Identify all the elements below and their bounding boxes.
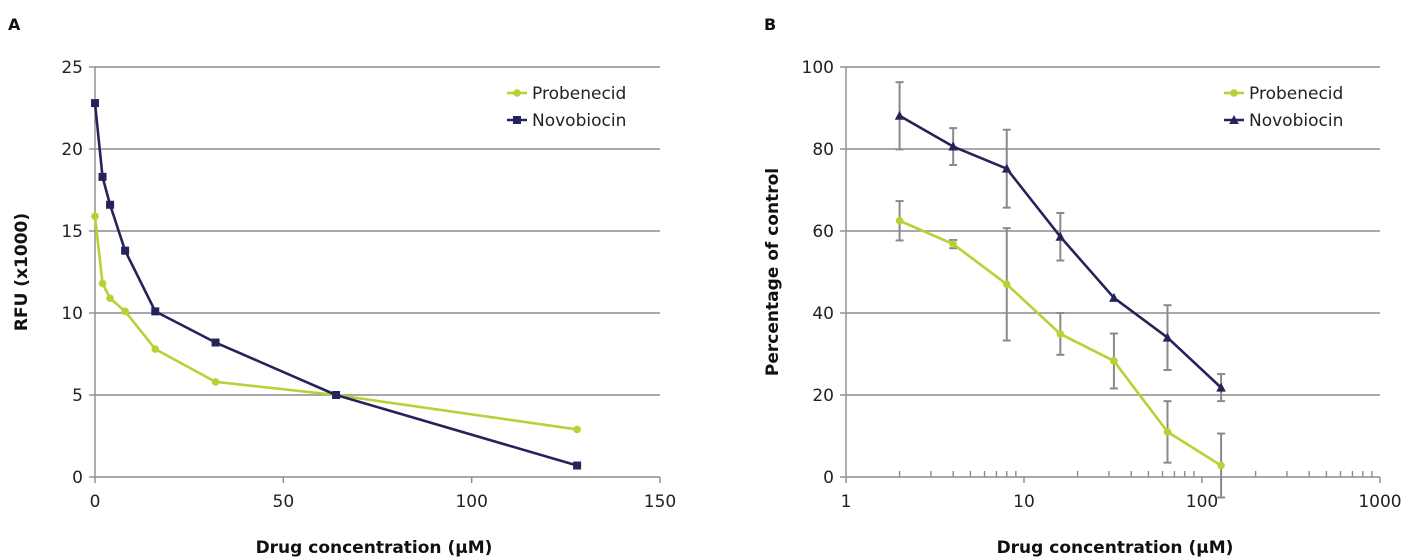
data-point-probenecid (949, 240, 957, 248)
legend-marker-probenecid (1230, 89, 1238, 97)
data-point-novobiocin (211, 338, 220, 347)
data-point-probenecid (211, 378, 220, 386)
chart-a-gridlines (95, 66, 660, 396)
x-tick-label: 1 (841, 492, 852, 512)
chart-panel-b: B 0 20 40 60 80 100 1 10 100 1000 Drug concentrat… (763, 15, 1402, 558)
x-tick-label: 0 (90, 492, 101, 512)
y-tick-label: 80 (812, 140, 834, 160)
data-point-probenecid (98, 279, 107, 288)
chart-b-gridlines (846, 66, 1380, 396)
legend-marker-novobiocin (513, 116, 521, 124)
data-point-probenecid (1056, 330, 1065, 338)
x-tick-label: 50 (273, 492, 295, 512)
y-tick-label: 60 (812, 222, 834, 242)
chart-b-x-axis-label: Drug concentration (µM) (997, 538, 1234, 558)
data-point-novobiocin (1216, 382, 1226, 392)
chart-a-axes (89, 66, 661, 483)
legend-marker-probenecid (513, 89, 521, 97)
chart-b-series (894, 81, 1226, 499)
data-point-novobiocin (1001, 163, 1012, 173)
y-tick-label: 40 (812, 304, 834, 324)
data-point-probenecid (121, 307, 129, 316)
data-point-probenecid (91, 212, 99, 221)
data-point-novobiocin (106, 200, 115, 209)
chart-a-legend: Probenecid Novobiocin (507, 84, 626, 131)
chart-a-tick-labels: 0 5 10 15 20 25 0 50 100 150 (61, 58, 676, 512)
data-point-probenecid (1217, 461, 1225, 470)
data-point-novobiocin (573, 461, 582, 470)
legend-label-probenecid: Probenecid (1249, 84, 1343, 104)
data-point-probenecid (1163, 428, 1172, 436)
data-point-probenecid (1002, 280, 1011, 289)
chart-b-tick-labels: 0 20 40 60 80 100 1 10 100 1000 (802, 58, 1402, 512)
data-point-novobiocin (332, 391, 341, 399)
data-point-novobiocin (1109, 292, 1119, 302)
chart-b-y-axis-label: Percentage of control (763, 168, 783, 376)
chart-panel-a: A 0 5 10 15 20 25 0 50 100 150 Drug concentration… (8, 15, 676, 558)
x-tick-label: 100 (1186, 492, 1218, 512)
y-tick-label: 0 (823, 468, 834, 488)
chart-a-y-axis-label: RFU (x1000) (12, 213, 32, 331)
y-tick-label: 10 (61, 304, 83, 324)
y-tick-label: 15 (61, 222, 83, 242)
y-tick-label: 20 (61, 140, 83, 160)
legend-label-novobiocin: Novobiocin (532, 111, 626, 131)
data-point-novobiocin (948, 141, 958, 151)
x-tick-label: 1000 (1358, 492, 1401, 512)
x-tick-label: 10 (1013, 492, 1035, 512)
legend-marker-novobiocin (1229, 115, 1239, 124)
data-point-novobiocin (91, 99, 99, 108)
y-tick-label: 25 (61, 58, 83, 78)
x-tick-label: 100 (455, 492, 487, 512)
chart-b-axes (840, 66, 1381, 483)
y-tick-label: 20 (812, 386, 834, 406)
chart-b-legend: Probenecid Novobiocin (1224, 84, 1343, 131)
data-point-probenecid (151, 345, 160, 353)
series-line-novobiocin (93, 102, 578, 467)
panel-label-a: A (8, 15, 21, 34)
data-point-probenecid (1110, 357, 1118, 365)
chart-a-x-axis-label: Drug concentration (µM) (256, 538, 493, 558)
chart-a-series (91, 99, 582, 470)
data-point-novobiocin (894, 110, 905, 120)
data-point-novobiocin (98, 172, 107, 181)
data-point-novobiocin (1055, 231, 1066, 241)
y-tick-label: 0 (72, 468, 83, 488)
x-tick-label: 150 (644, 492, 676, 512)
data-point-probenecid (895, 216, 904, 225)
y-tick-label: 100 (802, 58, 834, 78)
panel-label-b: B (764, 15, 776, 34)
data-point-novobiocin (121, 246, 130, 255)
legend-label-novobiocin: Novobiocin (1249, 111, 1343, 131)
data-point-novobiocin (1162, 332, 1173, 342)
data-point-probenecid (106, 294, 114, 303)
data-point-probenecid (573, 425, 581, 434)
data-point-novobiocin (151, 307, 160, 316)
legend-label-probenecid: Probenecid (532, 84, 626, 104)
y-tick-label: 5 (72, 386, 83, 406)
